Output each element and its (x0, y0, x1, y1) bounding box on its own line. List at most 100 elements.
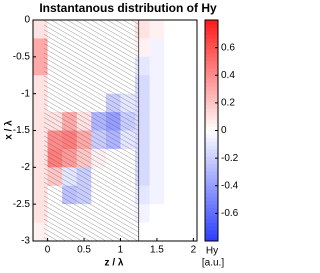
chart-title: Instantanous distribution of Hy (39, 1, 217, 15)
heatmap-cell (178, 167, 194, 187)
heatmap-cell (149, 75, 165, 95)
colorbar-swatch (205, 97, 218, 102)
colorbar-swatch (205, 237, 218, 242)
heatmap-cell (178, 222, 194, 241)
colorbar-swatch (205, 82, 218, 87)
colorbar-swatch (205, 229, 218, 235)
colorbar-tick-label: 0.6 (221, 42, 235, 53)
colorbar-swatch (205, 31, 218, 36)
heatmap (33, 20, 194, 241)
colorbar-swatch (205, 178, 218, 183)
heatmap-cell (164, 38, 180, 58)
colorbar-swatch (205, 156, 218, 161)
heatmap-cell (164, 112, 180, 131)
colorbar-label: Hy (206, 246, 218, 257)
heatmap-cell (149, 222, 165, 241)
colorbar-swatch (205, 53, 218, 58)
colorbar-swatch (205, 137, 218, 142)
colorbar-swatch (205, 108, 218, 113)
colorbar-swatch (205, 163, 218, 168)
colorbar-swatch (205, 152, 218, 157)
colorbar-swatch (205, 196, 218, 201)
colorbar-swatch (205, 101, 218, 106)
y-tick-label: 0 (24, 15, 30, 26)
heatmap-cell (178, 112, 194, 131)
heatmap-cell (164, 130, 180, 150)
colorbar-swatch (205, 185, 218, 190)
heatmap-cell (178, 75, 194, 95)
heatmap-cell (164, 148, 180, 168)
heatmap-cell (149, 20, 165, 39)
colorbar-swatch (205, 34, 218, 39)
x-tick-label: 0.5 (77, 245, 91, 256)
x-axis-label: z / λ (105, 258, 124, 269)
heatmap-cell (164, 185, 180, 205)
colorbar-swatch (205, 38, 218, 43)
colorbar-swatch (205, 56, 218, 61)
chart: Instantanous distribution of Hy z / λ x … (4, 1, 239, 269)
colorbar-swatch (205, 222, 218, 227)
heatmap-cell (149, 56, 165, 76)
colorbar-swatch (205, 60, 218, 65)
heatmap-cell (149, 204, 165, 224)
colorbar-swatch (205, 115, 218, 120)
colorbar-swatch (205, 75, 218, 80)
colorbar-swatch (205, 23, 218, 28)
heatmap-cell (178, 38, 194, 58)
colorbar-swatch (205, 207, 218, 212)
colorbar-swatch (205, 226, 218, 231)
colorbar-swatch (205, 42, 218, 47)
heatmap-cell (149, 112, 165, 131)
y-tick-label: -2 (21, 162, 30, 173)
colorbar-swatch (205, 200, 218, 205)
colorbar-swatch (205, 93, 218, 98)
colorbar-swatch (205, 233, 218, 238)
y-tick-label: -1 (21, 88, 30, 99)
colorbar-swatch (205, 64, 218, 69)
heatmap-cell (178, 56, 194, 76)
colorbar-swatch (205, 78, 218, 84)
heatmap-cell (164, 222, 180, 241)
colorbar-swatch (205, 89, 218, 95)
heatmap-cell (178, 204, 194, 224)
y-tick-label: -1.5 (13, 125, 31, 136)
colorbar-swatch (205, 145, 218, 150)
colorbar-swatch (205, 171, 218, 176)
heatmap-cell (178, 148, 194, 168)
colorbar-swatch (205, 167, 218, 172)
colorbar-swatch (205, 27, 218, 32)
x-tick-label: 1 (118, 245, 124, 256)
heatmap-cell (164, 167, 180, 187)
colorbar-swatch (205, 104, 218, 109)
colorbar-tick-label: -0.6 (221, 208, 239, 219)
colorbar-tick-label: -0.2 (221, 153, 239, 164)
y-tick-label: -0.5 (13, 51, 31, 62)
y-tick-label: -2.5 (13, 199, 31, 210)
colorbar-tick-label: 0.2 (221, 98, 235, 109)
colorbar-swatch (205, 67, 218, 72)
colorbar-swatch (205, 86, 218, 91)
colorbar-tick-label: 0.4 (221, 70, 235, 81)
y-axis-label: x / λ (4, 120, 15, 140)
x-tick-label: 2 (191, 245, 197, 256)
colorbar-swatch (205, 71, 218, 76)
heatmap-cell (149, 130, 165, 150)
heatmap-cell (164, 20, 180, 39)
colorbar-swatch (205, 49, 218, 54)
heatmap-cell (164, 56, 180, 76)
x-tick-label: 1.5 (150, 245, 164, 256)
colorbar-tick-label: -0.4 (221, 180, 239, 191)
colorbar-swatch (205, 119, 218, 124)
colorbar-swatch (205, 141, 218, 146)
heatmap-cell (149, 38, 165, 58)
heatmap-cell (149, 148, 165, 168)
colorbar-swatch (205, 20, 218, 25)
heatmap-cell (178, 130, 194, 150)
colorbar-swatch (205, 193, 218, 198)
heatmap-cell (149, 93, 165, 113)
colorbar-swatch (205, 126, 218, 131)
colorbar-swatch (205, 174, 218, 179)
colorbar-swatch (205, 204, 218, 209)
heatmap-cell (149, 185, 165, 205)
colorbar-swatch (205, 130, 218, 135)
